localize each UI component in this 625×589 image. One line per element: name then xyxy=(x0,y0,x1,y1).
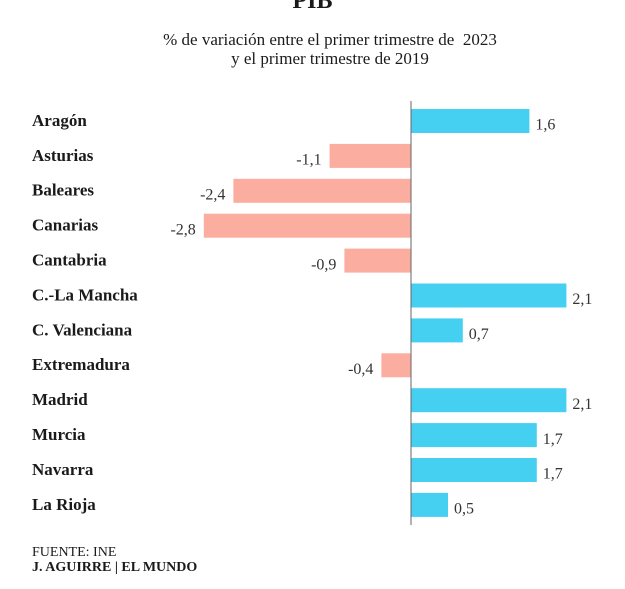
value-label: -2,8 xyxy=(170,221,195,238)
category-label: Navarra xyxy=(32,460,94,479)
value-label: 2,1 xyxy=(572,291,592,308)
bar xyxy=(344,248,411,273)
bar xyxy=(411,318,463,343)
category-label: Madrid xyxy=(32,390,88,409)
bar xyxy=(411,388,567,413)
value-label: -1,1 xyxy=(296,152,321,169)
author-credit: J. AGUIRRE | EL MUNDO xyxy=(32,560,198,575)
subtitle-line-2: y el primer trimestre de 2019 xyxy=(231,49,429,68)
category-label: Baleares xyxy=(32,181,94,200)
chart-subtitle: % de variación entre el primer trimestre… xyxy=(0,30,625,68)
bar xyxy=(381,353,411,378)
value-label: 0,7 xyxy=(469,326,489,343)
bar xyxy=(411,458,537,482)
category-label: Extremadura xyxy=(32,355,130,374)
bar xyxy=(411,492,448,517)
bar xyxy=(233,178,411,203)
category-label: Murcia xyxy=(32,425,86,444)
value-label: -0,9 xyxy=(311,256,336,273)
category-label: C.-La Mancha xyxy=(32,285,138,304)
category-label: Aragón xyxy=(32,111,87,130)
category-label: C. Valenciana xyxy=(32,320,133,339)
bar xyxy=(411,423,537,448)
value-label: 1,7 xyxy=(543,431,563,448)
bar xyxy=(411,109,530,133)
chart-title: PIB xyxy=(292,0,333,14)
bar xyxy=(329,143,411,168)
subtitle-line-1: % de variación entre el primer trimestre… xyxy=(163,30,497,49)
source-note: FUENTE: INE xyxy=(32,545,117,560)
value-label: 0,5 xyxy=(454,501,474,518)
value-label: -2,4 xyxy=(200,186,225,203)
category-label: Asturias xyxy=(32,146,94,165)
category-label: Cantabria xyxy=(32,251,107,270)
bar xyxy=(411,283,567,308)
bar xyxy=(203,213,411,238)
category-label: Canarias xyxy=(32,216,99,235)
value-label: 1,6 xyxy=(535,117,555,134)
value-label: -0,4 xyxy=(348,361,373,378)
value-label: 1,7 xyxy=(543,466,563,483)
value-label: 2,1 xyxy=(572,396,592,413)
category-label: La Rioja xyxy=(32,495,96,514)
